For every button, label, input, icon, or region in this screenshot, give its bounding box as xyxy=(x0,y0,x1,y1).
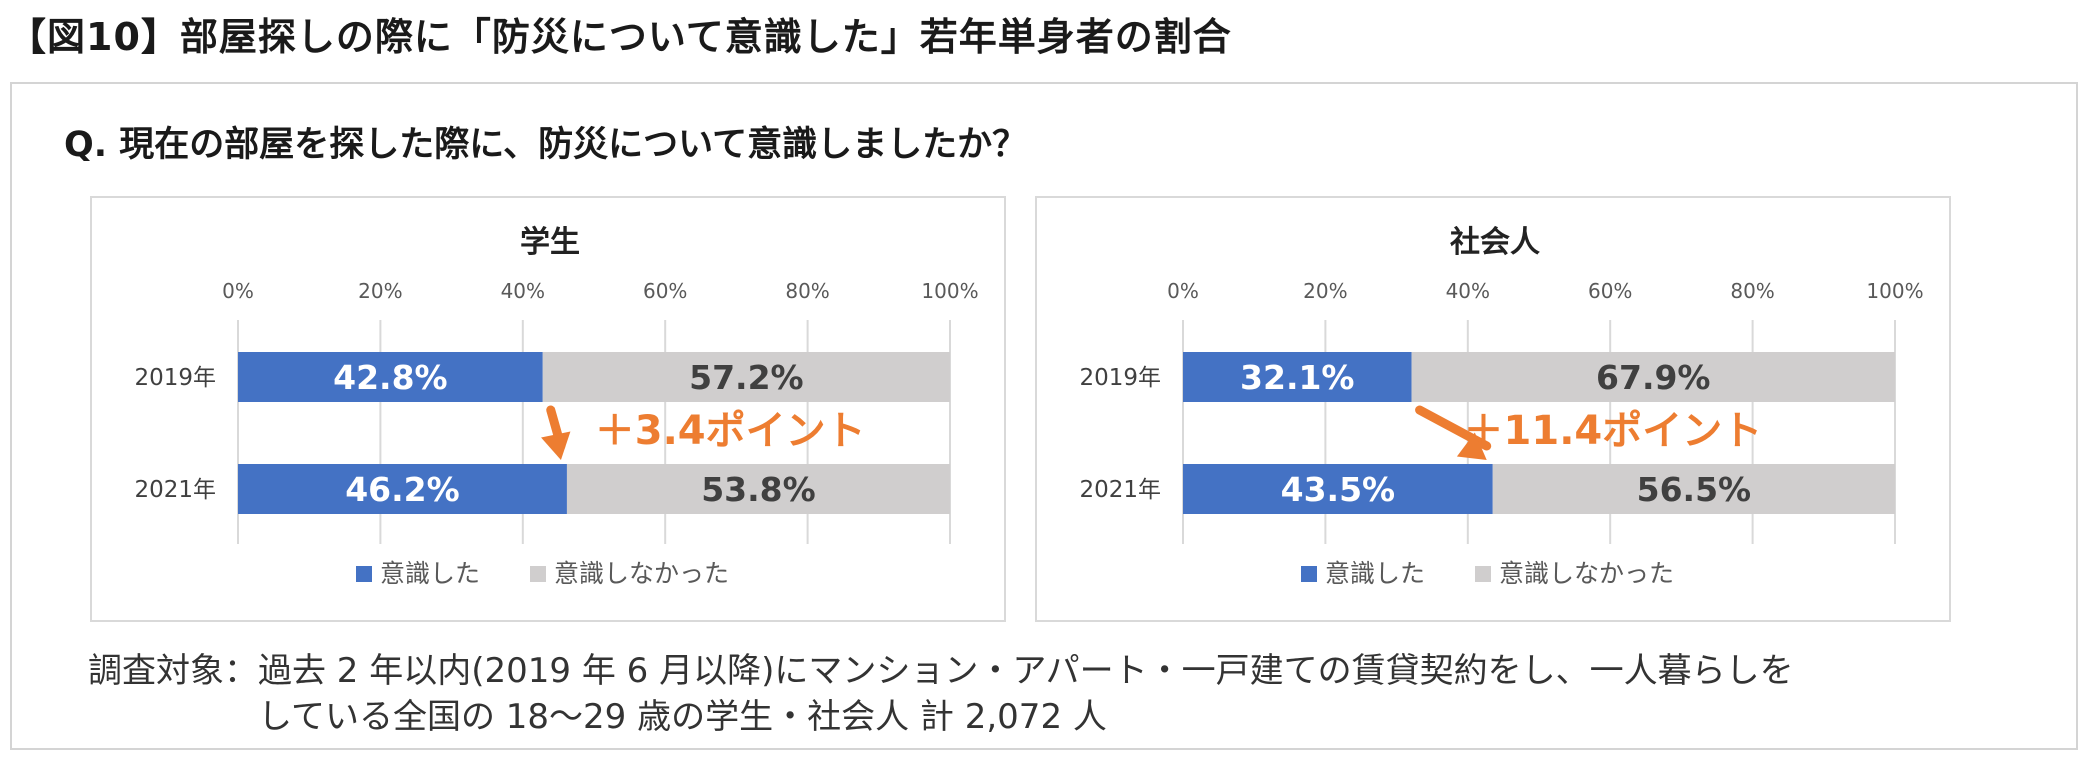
x-tick-label: 40% xyxy=(1446,279,1490,303)
data-label: 32.1% xyxy=(1240,358,1355,397)
category-label: 2021年 xyxy=(1079,477,1161,503)
note-line-2: している全国の 18〜29 歳の学生・社会人 計 2,072 人 xyxy=(258,697,1107,737)
change-annotation: ＋3.4ポイント xyxy=(595,408,866,454)
change-arrow-head xyxy=(541,431,571,460)
bar-segment xyxy=(566,464,950,514)
legend-label: 意識しなかった xyxy=(1499,559,1674,588)
note-label: 調査対象： xyxy=(88,651,258,691)
legend-swatch-aware xyxy=(356,566,372,582)
x-tick-label: 100% xyxy=(921,279,978,303)
chart-panel-students: 学生 0% 20% 40% 60% 80% 100% 2019年 42.8% 57.2% 2021年… xyxy=(90,196,1006,622)
bar-segment xyxy=(1183,464,1493,514)
data-label: 57.2% xyxy=(689,358,804,397)
x-tick-label: 60% xyxy=(643,279,687,303)
x-tick-label: 80% xyxy=(785,279,829,303)
chart-title: 学生 xyxy=(520,225,580,260)
data-label: 56.5% xyxy=(1637,470,1752,509)
figure-frame xyxy=(10,82,2078,750)
data-label: 43.5% xyxy=(1281,470,1396,509)
x-tick-label: 100% xyxy=(1866,279,1923,303)
figure-title: 【図10】部屋探しの際に「防災について意識した」若年単身者の割合 xyxy=(8,15,1232,59)
bar-segment xyxy=(238,352,543,402)
legend-swatch-not-aware xyxy=(1475,566,1491,582)
survey-note: 調査対象：過去 2 年以内(2019 年 6 月以降)にマンション・アパート・一… xyxy=(88,648,2018,740)
change-arrow-head xyxy=(1456,432,1487,460)
change-annotation: ＋11.4ポイント xyxy=(1464,408,1763,454)
note-line-1: 過去 2 年以内(2019 年 6 月以降)にマンション・アパート・一戸建ての賃… xyxy=(258,651,1794,691)
bar-segment xyxy=(1492,464,1895,514)
category-label: 2019年 xyxy=(134,365,216,391)
x-tick-label: 0% xyxy=(222,279,254,303)
data-label: 42.8% xyxy=(333,358,448,397)
category-label: 2019年 xyxy=(1079,365,1161,391)
bar-segment xyxy=(238,464,567,514)
x-tick-label: 20% xyxy=(358,279,402,303)
legend-swatch-aware xyxy=(1301,566,1317,582)
legend-swatch-not-aware xyxy=(530,566,546,582)
bar-segment xyxy=(1183,352,1412,402)
data-label: 67.9% xyxy=(1596,358,1711,397)
x-tick-label: 0% xyxy=(1167,279,1199,303)
chart-panel-workers: 社会人 0% 20% 40% 60% 80% 100% 2019年 32.1% 67.9% 2021… xyxy=(1035,196,1951,622)
category-label: 2021年 xyxy=(134,477,216,503)
chart-title: 社会人 xyxy=(1450,225,1540,260)
survey-question: Q. 現在の部屋を探した際に、防災について意識しましたか？ xyxy=(64,125,1028,165)
x-tick-label: 60% xyxy=(1588,279,1632,303)
x-tick-label: 40% xyxy=(501,279,545,303)
bar-segment xyxy=(1411,352,1895,402)
legend-label: 意識した xyxy=(380,559,480,588)
x-tick-label: 20% xyxy=(1303,279,1347,303)
bar-segment xyxy=(542,352,950,402)
chart-svg: 学生 0% 20% 40% 60% 80% 100% 2019年 42.8% 57.2% 2021年… xyxy=(134,225,978,588)
data-label: 53.8% xyxy=(701,470,816,509)
data-label: 46.2% xyxy=(345,470,460,509)
legend-label: 意識しなかった xyxy=(554,559,729,588)
legend-label: 意識した xyxy=(1325,559,1425,588)
x-tick-label: 80% xyxy=(1730,279,1774,303)
chart-svg: 社会人 0% 20% 40% 60% 80% 100% 2019年 32.1% 67.9% 2021… xyxy=(1079,225,1923,588)
